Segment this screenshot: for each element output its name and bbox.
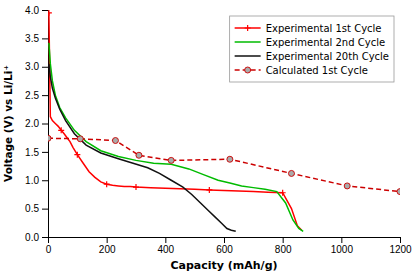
x-tick-label: 200 [99,244,116,255]
x-tick-mark [283,237,284,243]
y-tick-mark [42,180,48,181]
point-marker [227,156,233,162]
y-tick-mark [42,95,48,96]
x-tick-mark [400,237,401,243]
x-tick-label: 1000 [331,244,354,255]
legend-marker [245,25,251,31]
legend-swatch [235,41,261,43]
point-marker [58,127,64,133]
y-axis-line [42,11,49,238]
y-axis-title: Voltage (V) vs Li/Li⁺ [2,65,14,182]
point-marker [77,136,83,142]
legend-label: Experimental 2nd Cycle [266,37,385,48]
y-tick: 0.5 [25,203,48,214]
legend-label: Experimental 20th Cycle [266,51,389,62]
x-tick: 1200 [389,237,412,255]
y-tick-label: 1.5 [25,147,39,158]
x-tick-mark [165,237,166,243]
y-tick-mark [42,152,48,153]
legend-marker [245,67,251,73]
y-tick: 3.0 [25,61,48,72]
y-tick-label: 0.5 [25,203,39,214]
y-tick: 2.0 [25,118,48,129]
x-tick-label: 400 [157,244,174,255]
legend-item: Experimental 20th Cycle [235,51,389,62]
legend: Experimental 1st Cycle Experimental 2nd C… [230,16,394,82]
point-marker [133,184,139,190]
y-tick-label: 2.5 [25,90,39,101]
y-tick-mark [42,67,48,68]
legend-item: Experimental 2nd Cycle [235,37,385,48]
y-tick-label: 0.0 [25,232,39,243]
y-tick-mark [42,10,48,11]
y-tick: 1.0 [25,175,48,186]
series-line [48,138,400,191]
y-tick: 0.0 [25,232,48,243]
plot-area [48,10,400,231]
point-marker [344,183,350,189]
chart: 0 200 400 600 800 1000 1200 0.0 0.5 1.0 1.5 2.0 2.5 3… [0,0,412,275]
series [48,135,400,194]
y-tick: 4.0 [25,5,48,16]
x-tick-label: 0 [46,244,52,255]
x-tick: 200 [99,237,116,255]
y-tick-label: 1.0 [25,175,39,186]
point-marker [48,135,51,141]
point-marker [397,189,400,195]
point-marker [112,138,118,144]
y-tick-label: 3.5 [25,33,39,44]
y-tick-mark [42,237,48,238]
x-tick: 800 [275,237,292,255]
legend-label: Experimental 1st Cycle [266,23,382,34]
x-tick-mark [224,237,225,243]
y-tick-mark [42,38,48,39]
x-axis-title: Capacity (mAh/g) [170,259,277,272]
x-tick-label: 600 [216,244,233,255]
point-marker [74,152,80,158]
y-tick-mark [42,124,48,125]
y-tick-label: 4.0 [25,5,39,16]
legend-item: Calculated 1st Cycle [235,65,368,76]
x-tick-label: 800 [275,244,292,255]
y-axis: 0.0 0.5 1.0 1.5 2.0 2.5 3.0 3.5 4.0 [25,5,48,243]
x-tick: 600 [216,237,233,255]
y-tick-label: 3.0 [25,61,39,72]
x-axis-line [49,238,401,244]
x-axis: 0 200 400 600 800 1000 1200 [46,237,412,255]
y-tick-label: 2.0 [25,118,39,129]
x-tick: 400 [157,237,174,255]
x-tick-mark [107,237,108,243]
x-tick: 1000 [331,237,354,255]
x-tick: 0 [46,237,52,255]
point-marker [206,187,212,193]
point-marker [48,10,52,16]
y-tick: 2.5 [25,90,48,101]
y-tick: 3.5 [25,33,48,44]
series-line [49,64,236,231]
y-tick: 1.5 [25,147,48,158]
point-marker [288,170,294,176]
point-marker [280,190,286,196]
point-marker [104,181,110,187]
legend-label: Calculated 1st Cycle [266,65,368,76]
series [49,64,236,231]
legend-item: Experimental 1st Cycle [235,23,382,34]
x-tick-label: 1200 [389,244,412,255]
point-marker [168,157,174,163]
x-tick-mark [341,237,342,243]
y-tick-mark [42,209,48,210]
legend-box [230,16,394,82]
legend-swatch [235,55,261,57]
point-marker [136,152,142,158]
